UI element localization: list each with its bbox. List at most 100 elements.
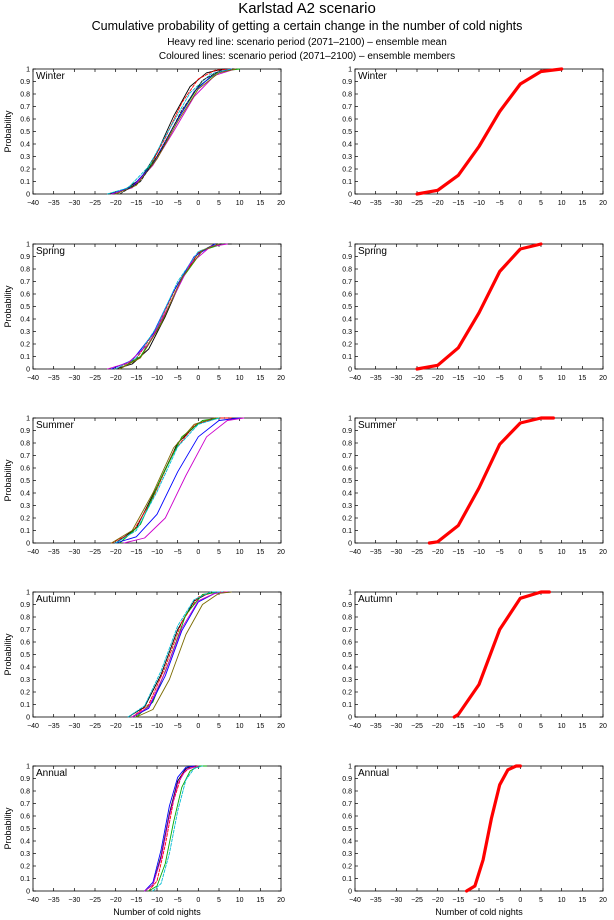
x-tick-label: −5	[174, 549, 182, 556]
x-tick-label: −25	[411, 897, 423, 904]
y-tick-label: 0.2	[20, 167, 30, 174]
x-tick-label: −10	[473, 897, 485, 904]
figure-note-members: Coloured lines: scenario period (2071–21…	[158, 51, 456, 62]
panel-spring-members: −40 −35 −30 −25 −20 −15 −10 −5 0 5 10 15 20 0 0.1 0.2 0.…	[3, 242, 285, 383]
x-tick-label: −30	[68, 723, 80, 730]
y-tick-label: 0.9	[20, 79, 30, 86]
y-tick-label: 0.9	[342, 776, 352, 783]
x-tick-label: 20	[599, 549, 607, 556]
y-tick-label: 0.7	[20, 801, 30, 808]
member-series-line	[115, 68, 236, 195]
y-tick-label: 0.2	[342, 167, 352, 174]
x-tick-label: −15	[130, 200, 142, 207]
y-tick-label: 0.9	[342, 254, 352, 261]
x-tick-label: −40	[349, 723, 361, 730]
y-tick-label: 0	[26, 541, 30, 548]
x-tick-label: 20	[599, 200, 607, 207]
figure-title: Karlstad A2 scenario	[238, 0, 376, 17]
x-tick-label: 20	[277, 549, 285, 556]
y-tick-label: 0.1	[342, 354, 352, 361]
mean-series-line	[427, 416, 556, 545]
y-tick-label: 1	[348, 416, 352, 423]
y-tick-label: 1	[26, 764, 30, 771]
y-tick-label: 0.1	[20, 876, 30, 883]
season-label: Summer	[358, 420, 396, 431]
x-tick-label: 15	[578, 897, 586, 904]
y-tick-label: 0.3	[342, 677, 352, 684]
x-tick-label: −35	[48, 375, 60, 382]
x-tick-label: 0	[196, 897, 200, 904]
y-tick-label: 0.4	[20, 665, 30, 672]
y-tick-label: 0.2	[342, 516, 352, 523]
y-tick-label: 0.8	[20, 615, 30, 622]
y-tick-label: 0.7	[20, 453, 30, 460]
y-tick-label: 0.1	[342, 876, 352, 883]
x-tick-label: 0	[518, 549, 522, 556]
x-tick-label: −40	[27, 897, 39, 904]
y-tick-label: 0.8	[342, 267, 352, 274]
y-tick-label: 0.4	[342, 491, 352, 498]
member-series-line	[127, 591, 228, 718]
y-tick-label: 0.7	[342, 453, 352, 460]
y-tick-label: 0.2	[342, 342, 352, 349]
member-series-line	[115, 417, 220, 544]
y-tick-label: 0.6	[342, 117, 352, 124]
y-tick-label: 0.1	[342, 702, 352, 709]
x-tick-label: −30	[68, 897, 80, 904]
y-tick-label: 0.9	[20, 602, 30, 609]
y-tick-label: 0	[26, 715, 30, 722]
x-tick-label: 15	[578, 200, 586, 207]
member-series-line	[131, 591, 228, 718]
x-tick-label: −10	[151, 375, 163, 382]
x-tick-label: 15	[256, 897, 264, 904]
plot-frame	[354, 243, 604, 370]
y-tick-label: 1	[26, 590, 30, 597]
x-tick-label: 20	[599, 723, 607, 730]
x-tick-label: 10	[558, 723, 566, 730]
y-tick-label: 1	[26, 242, 30, 249]
y-tick-label: 0.2	[20, 516, 30, 523]
x-tick-label: −30	[68, 549, 80, 556]
y-axis-label: Probability	[3, 459, 13, 502]
y-tick-label: 0.6	[20, 466, 30, 473]
x-tick-label: 20	[599, 375, 607, 382]
y-tick-label: 0.4	[20, 491, 30, 498]
x-tick-label: 5	[217, 375, 221, 382]
x-tick-label: −5	[174, 200, 182, 207]
x-tick-label: −5	[496, 723, 504, 730]
y-tick-label: 0.7	[342, 279, 352, 286]
y-tick-label: 0.9	[20, 428, 30, 435]
y-tick-label: 0.6	[342, 640, 352, 647]
x-tick-label: 20	[277, 897, 285, 904]
y-tick-label: 0.4	[342, 839, 352, 846]
member-series-line	[111, 417, 216, 544]
plot-frame	[354, 591, 604, 718]
x-tick-label: 0	[518, 200, 522, 207]
x-tick-label: −40	[27, 200, 39, 207]
x-tick-label: 5	[539, 375, 543, 382]
x-tick-label: −5	[496, 375, 504, 382]
x-tick-label: −35	[370, 897, 382, 904]
x-tick-label: −10	[473, 200, 485, 207]
y-tick-label: 0	[26, 889, 30, 896]
x-tick-label: −10	[473, 375, 485, 382]
x-tick-label: −30	[68, 375, 80, 382]
x-tick-label: −35	[370, 723, 382, 730]
y-tick-label: 0	[348, 889, 352, 896]
y-axis-label: Probability	[3, 807, 13, 850]
y-tick-label: 0.1	[342, 179, 352, 186]
x-tick-label: 5	[217, 200, 221, 207]
season-label: Summer	[36, 420, 74, 431]
y-tick-label: 0.1	[342, 528, 352, 535]
x-tick-label: 10	[236, 200, 244, 207]
y-tick-label: 0.6	[20, 117, 30, 124]
x-tick-label: 20	[277, 200, 285, 207]
x-tick-label: −5	[174, 375, 182, 382]
x-tick-label: 10	[236, 897, 244, 904]
member-series-line	[111, 68, 236, 195]
y-tick-label: 0.8	[20, 92, 30, 99]
x-tick-label: −30	[390, 375, 402, 382]
y-tick-label: 0.9	[342, 428, 352, 435]
member-series-line	[111, 243, 216, 370]
